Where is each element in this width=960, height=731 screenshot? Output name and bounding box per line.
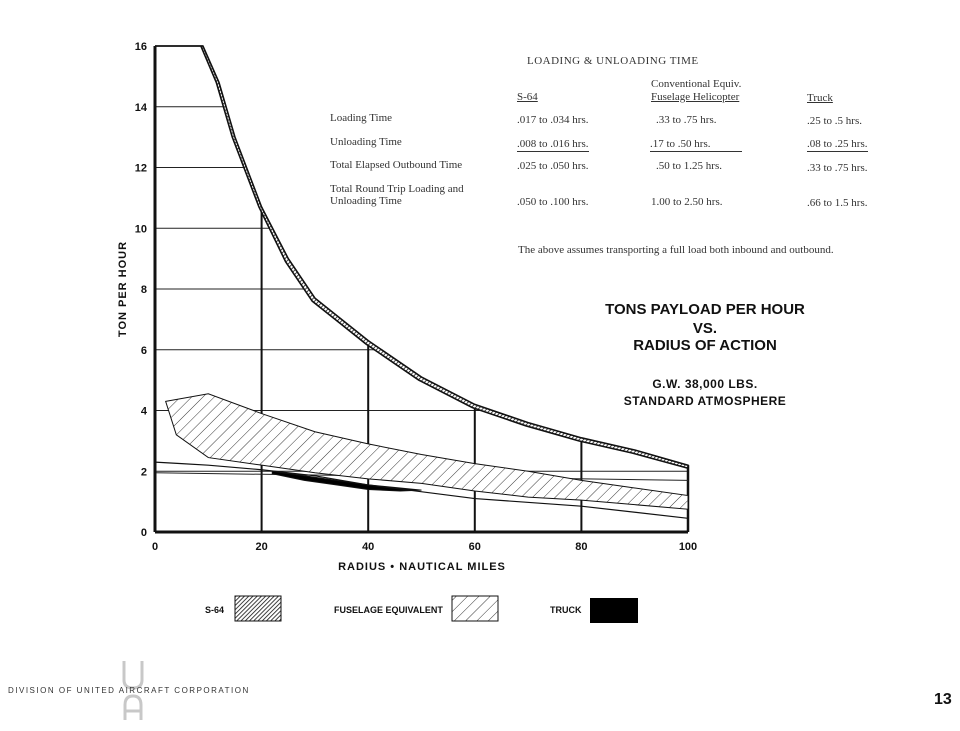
legend-swatch-fuselage: [451, 595, 499, 622]
row-label-round-trip-line2: Unloading Time: [330, 195, 402, 207]
row-label-outbound: Total Elapsed Outbound Time: [330, 159, 463, 171]
cell-truck-round-trip: .66 to 1.5 hrs.: [807, 197, 868, 209]
chart-title-line2: VS.: [692, 320, 718, 337]
table-note: The above assumes transporting a full lo…: [518, 244, 834, 256]
y-tick-label: 2: [141, 466, 147, 478]
loading-table-title: LOADING & UNLOADING TIME: [527, 55, 699, 67]
chart-subtitle-gross-weight: G.W. 38,000 LBS.: [652, 377, 758, 391]
column-head-fuselage-line1: Conventional Equiv.: [651, 78, 742, 90]
y-axis-label: TON PER HOUR: [117, 241, 129, 337]
series-layer: [154, 45, 689, 519]
cell-s64-outbound: .025 to .050 hrs.: [517, 160, 589, 172]
series-band-fuselage-equivalent: [165, 393, 689, 510]
cell-truck-outbound: .33 to .75 hrs.: [807, 162, 868, 174]
y-tick-label: 4: [141, 406, 148, 418]
x-tick-label: 60: [469, 541, 481, 553]
x-tick-label: 20: [255, 541, 267, 553]
legend-swatch-truck: [590, 598, 638, 623]
row-label-unloading: Unloading Time: [330, 136, 402, 148]
x-tick-label: 0: [152, 541, 158, 553]
cell-s64-unloading: .008 to .016 hrs.: [517, 138, 589, 152]
page-number: 13: [934, 691, 952, 708]
series-band-s-64: [155, 45, 689, 470]
legend-swatch-s64: [234, 595, 282, 622]
x-tick-label: 40: [362, 541, 374, 553]
cell-fuselage-unloading: .17 to .50 hrs.: [650, 138, 742, 152]
axes: [153, 45, 688, 534]
cell-truck-unloading: .08 to .25 hrs.: [807, 138, 868, 152]
cell-s64-loading: .017 to .034 hrs.: [517, 114, 589, 126]
x-tick-label: 80: [575, 541, 587, 553]
legend-label-fuselage: FUSELAGE EQUIVALENT: [334, 605, 443, 615]
y-tick-label: 6: [141, 345, 147, 357]
row-label-loading: Loading Time: [330, 112, 393, 124]
y-tick-label: 12: [135, 163, 147, 175]
tick-labels: 0 2 4 6 8 10 12 14 16 0 20 40 60 80 100: [135, 41, 697, 553]
cell-fuselage-loading: .33 to .75 hrs.: [656, 114, 717, 126]
column-head-truck: Truck: [807, 92, 833, 104]
y-tick-label: 8: [141, 284, 147, 296]
chart-title-line3: RADIUS OF ACTION: [633, 337, 777, 354]
footer-division: DIVISION OF UNITED AIRCRAFT CORPORATION: [8, 686, 250, 695]
row-label-round-trip: Total Round Trip Loading and: [330, 183, 464, 195]
y-tick-label: 16: [135, 41, 147, 53]
y-tick-label: 0: [141, 527, 147, 539]
cell-truck-loading: .25 to .5 hrs.: [807, 115, 862, 127]
y-tick-label: 10: [135, 223, 147, 235]
reference-curve: [154, 461, 689, 519]
cell-fuselage-round-trip: 1.00 to 2.50 hrs.: [651, 196, 723, 208]
chart-title-line1: TONS PAYLOAD PER HOUR: [605, 301, 805, 318]
cell-s64-round-trip: .050 to .100 hrs.: [517, 196, 589, 208]
column-head-fuselage: Fuselage Helicopter: [651, 91, 740, 103]
chart-subtitle-atmosphere: STANDARD ATMOSPHERE: [623, 394, 787, 408]
legend-label-truck: TRUCK: [550, 605, 582, 615]
cell-fuselage-outbound: .50 to 1.25 hrs.: [656, 160, 722, 172]
legend-label-s64: S-64: [205, 605, 225, 615]
x-tick-label: 100: [679, 541, 697, 553]
column-head-s64: S-64: [517, 91, 538, 103]
x-axis-label: RADIUS • NAUTICAL MILES: [338, 561, 506, 573]
y-tick-label: 14: [135, 102, 148, 114]
ua-logo: [122, 661, 144, 720]
